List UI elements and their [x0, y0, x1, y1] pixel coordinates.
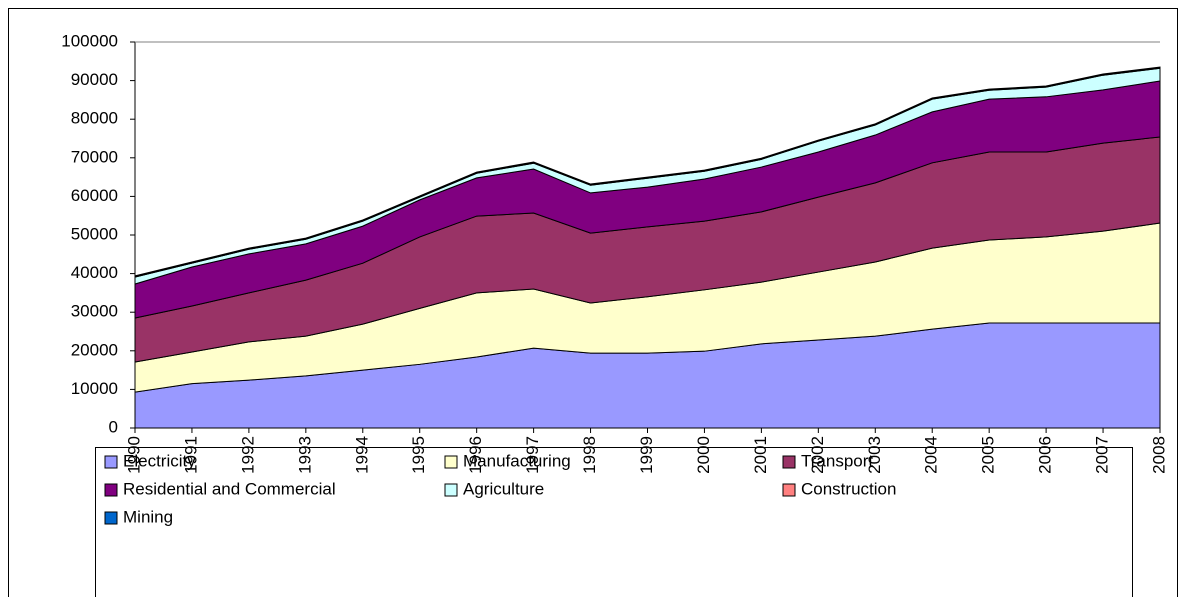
x-tick-label: 2005: [979, 436, 998, 474]
legend-swatch: [444, 483, 458, 497]
legend-label: Agriculture: [463, 479, 544, 498]
y-tick-label: 10000: [71, 379, 118, 398]
legend-box: [95, 447, 1133, 598]
x-tick-label: 1996: [466, 436, 485, 474]
x-tick-label: 2003: [865, 436, 884, 474]
x-tick-label: 1998: [580, 436, 599, 474]
legend-swatch: [782, 483, 796, 497]
x-tick-label: 1992: [238, 436, 257, 474]
y-tick-label: 20000: [71, 340, 118, 359]
legend-swatch: [104, 455, 118, 469]
legend-swatch: [782, 455, 796, 469]
legend-swatch: [104, 511, 118, 525]
y-tick-label: 70000: [71, 147, 118, 166]
x-tick-label: 1990: [124, 436, 143, 474]
legend-label: Electricity: [123, 451, 196, 470]
x-tick-label: 2008: [1149, 436, 1168, 474]
x-tick-label: 1994: [352, 436, 371, 474]
legend-swatch: [104, 483, 118, 497]
x-tick-label: 2001: [751, 436, 770, 474]
legend-label: Construction: [801, 479, 896, 498]
area: [134, 66, 1161, 278]
y-tick-label: 50000: [71, 224, 118, 243]
y-tick-label: 90000: [71, 70, 118, 89]
y-tick-label: 80000: [71, 109, 118, 128]
x-tick-label: 1991: [181, 436, 200, 474]
x-tick-label: 2006: [1036, 436, 1055, 474]
x-tick-label: 1999: [637, 436, 656, 474]
x-tick-label: 1995: [409, 436, 428, 474]
y-tick-label: 100000: [61, 31, 118, 50]
x-tick-label: 1997: [523, 436, 542, 474]
legend-swatch: [444, 455, 458, 469]
x-tick-label: 2004: [922, 436, 941, 474]
legend-label: Residential and Commercial: [123, 479, 336, 498]
y-tick-label: 0: [109, 417, 118, 436]
x-tick-label: 2007: [1093, 436, 1112, 474]
x-tick-label: 2000: [694, 436, 713, 474]
legend-label: Manufacturing: [463, 451, 571, 470]
y-tick-label: 40000: [71, 263, 118, 282]
y-tick-label: 60000: [71, 186, 118, 205]
legend-label: Mining: [123, 507, 173, 526]
legend-label: Transport: [801, 451, 873, 470]
x-tick-label: 2002: [808, 436, 827, 474]
y-tick-label: 30000: [71, 302, 118, 321]
x-tick-label: 1993: [295, 436, 314, 474]
